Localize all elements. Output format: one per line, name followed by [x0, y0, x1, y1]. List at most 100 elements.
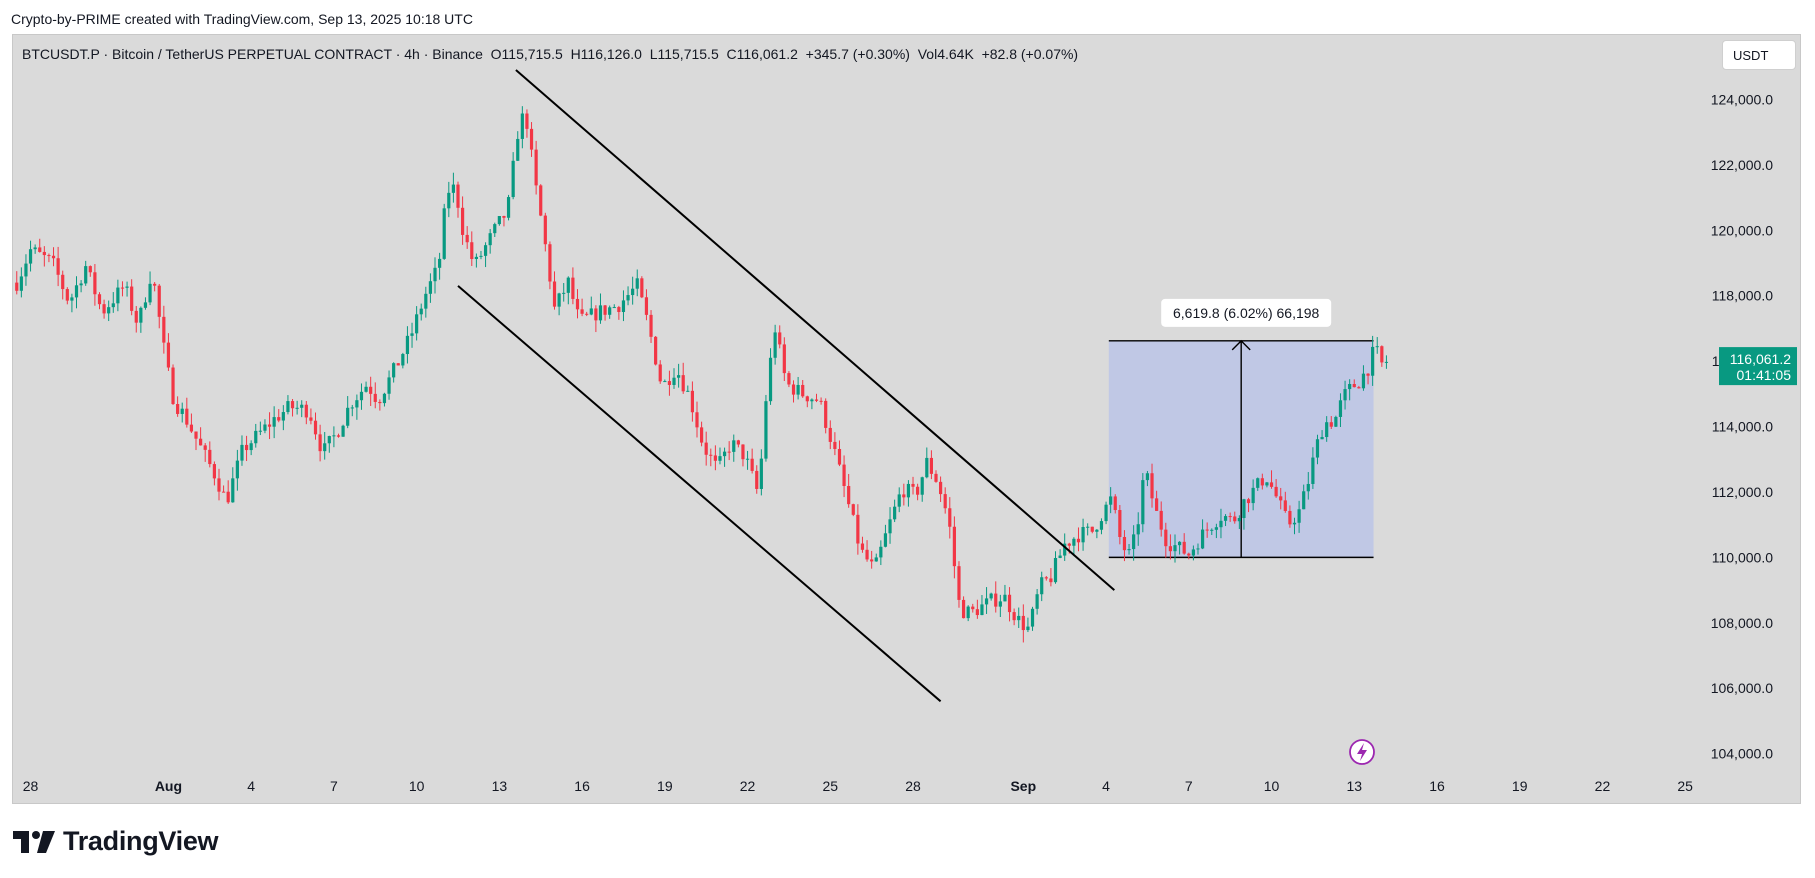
- candle[interactable]: [157, 283, 161, 329]
- candle[interactable]: [929, 450, 934, 480]
- candle[interactable]: [612, 304, 616, 309]
- candle[interactable]: [286, 395, 290, 415]
- candle[interactable]: [1260, 473, 1264, 490]
- candle[interactable]: [74, 276, 79, 309]
- candle[interactable]: [166, 333, 171, 371]
- candle[interactable]: [640, 276, 644, 299]
- candle[interactable]: [663, 379, 667, 383]
- candle[interactable]: [231, 467, 235, 503]
- candle[interactable]: [309, 408, 313, 425]
- candle[interactable]: [1049, 568, 1053, 587]
- candle[interactable]: [1086, 523, 1090, 536]
- candle[interactable]: [1205, 522, 1209, 538]
- candle[interactable]: [916, 483, 920, 501]
- candle[interactable]: [428, 273, 433, 303]
- candle[interactable]: [1269, 470, 1274, 489]
- candle[interactable]: [654, 336, 658, 366]
- candle[interactable]: [153, 282, 157, 292]
- candle[interactable]: [1173, 534, 1177, 563]
- candle[interactable]: [888, 507, 892, 544]
- candle[interactable]: [603, 305, 607, 321]
- candle[interactable]: [19, 267, 23, 298]
- candle[interactable]: [1302, 484, 1306, 510]
- candle[interactable]: [750, 448, 754, 474]
- candle[interactable]: [1058, 549, 1062, 559]
- candle[interactable]: [557, 292, 561, 316]
- last-price-label[interactable]: 116,061.201:41:05: [1719, 347, 1797, 386]
- candle[interactable]: [1210, 528, 1214, 535]
- candle[interactable]: [290, 399, 295, 417]
- candle[interactable]: [1164, 522, 1168, 558]
- candle[interactable]: [562, 283, 566, 302]
- candle[interactable]: [805, 395, 809, 408]
- candle[interactable]: [97, 292, 102, 310]
- candle[interactable]: [65, 287, 69, 305]
- candle[interactable]: [369, 376, 373, 406]
- candle[interactable]: [1012, 608, 1016, 626]
- candle[interactable]: [277, 409, 281, 423]
- candle[interactable]: [1265, 481, 1269, 488]
- candle[interactable]: [107, 300, 111, 322]
- candle[interactable]: [51, 247, 56, 267]
- candle[interactable]: [819, 397, 823, 405]
- candle[interactable]: [925, 447, 929, 479]
- candle[interactable]: [327, 435, 331, 453]
- candle[interactable]: [966, 605, 970, 622]
- candle[interactable]: [497, 216, 501, 226]
- candle[interactable]: [883, 524, 888, 548]
- candle[interactable]: [1109, 487, 1113, 514]
- candle[interactable]: [695, 401, 699, 438]
- candle[interactable]: [61, 270, 65, 300]
- candle[interactable]: [396, 363, 400, 366]
- candle[interactable]: [718, 447, 722, 465]
- candle[interactable]: [543, 212, 547, 252]
- candle[interactable]: [943, 487, 947, 514]
- candle[interactable]: [1251, 479, 1255, 511]
- candle[interactable]: [755, 465, 759, 494]
- candle[interactable]: [1127, 543, 1131, 555]
- candle[interactable]: [217, 468, 221, 501]
- candle[interactable]: [143, 297, 148, 310]
- candle[interactable]: [125, 281, 129, 297]
- candle[interactable]: [589, 296, 593, 316]
- candle[interactable]: [1030, 606, 1035, 631]
- candle[interactable]: [865, 540, 869, 562]
- lightning-icon[interactable]: [1349, 739, 1375, 765]
- candle[interactable]: [911, 476, 915, 495]
- candle[interactable]: [1237, 515, 1241, 529]
- candle[interactable]: [681, 362, 685, 394]
- candle[interactable]: [1279, 487, 1283, 510]
- candle[interactable]: [548, 241, 552, 290]
- candle[interactable]: [24, 254, 28, 286]
- candle[interactable]: [488, 228, 492, 254]
- candle[interactable]: [539, 184, 543, 217]
- candle[interactable]: [594, 305, 598, 333]
- candle[interactable]: [313, 412, 318, 440]
- upper-channel-line[interactable]: [515, 69, 1115, 591]
- candle[interactable]: [571, 267, 575, 305]
- candle[interactable]: [631, 276, 635, 305]
- candle[interactable]: [989, 592, 993, 601]
- candle[interactable]: [906, 480, 911, 507]
- candle[interactable]: [552, 271, 557, 310]
- candle[interactable]: [934, 470, 938, 483]
- candle[interactable]: [686, 385, 690, 392]
- candle[interactable]: [1288, 505, 1292, 528]
- candle[interactable]: [1283, 491, 1287, 513]
- candle[interactable]: [791, 380, 796, 403]
- candle[interactable]: [1325, 416, 1329, 442]
- candle[interactable]: [534, 140, 538, 195]
- candle[interactable]: [194, 431, 198, 451]
- candle[interactable]: [1122, 530, 1127, 562]
- candle[interactable]: [938, 476, 943, 502]
- candle[interactable]: [828, 420, 832, 450]
- candle[interactable]: [617, 305, 621, 320]
- candle[interactable]: [1343, 380, 1347, 410]
- candle[interactable]: [318, 424, 322, 462]
- candle[interactable]: [240, 435, 244, 466]
- candle[interactable]: [79, 280, 83, 293]
- candle[interactable]: [575, 289, 580, 319]
- candle[interactable]: [736, 439, 740, 448]
- candle[interactable]: [658, 360, 662, 384]
